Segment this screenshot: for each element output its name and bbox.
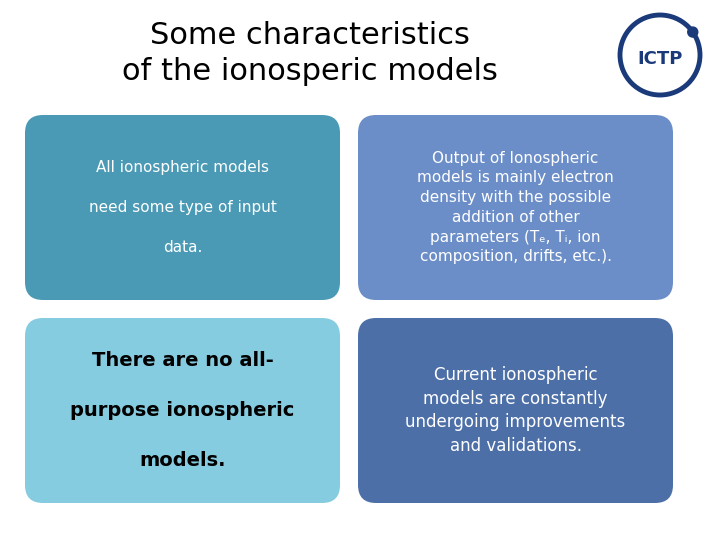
Text: of the ionosperic models: of the ionosperic models bbox=[122, 57, 498, 86]
Text: Output of Ionospheric
models is mainly electron
density with the possible
additi: Output of Ionospheric models is mainly e… bbox=[417, 151, 614, 265]
FancyBboxPatch shape bbox=[358, 318, 673, 503]
Text: Some characteristics: Some characteristics bbox=[150, 21, 470, 50]
Text: All ionospheric models

need some type of input

data.: All ionospheric models need some type of… bbox=[89, 160, 276, 254]
Text: Current ionospheric
models are constantly
undergoing improvements
and validation: Current ionospheric models are constantl… bbox=[405, 366, 626, 455]
Text: ICTP: ICTP bbox=[637, 50, 683, 68]
Text: There are no all-

purpose ionospheric

models.: There are no all- purpose ionospheric mo… bbox=[71, 351, 294, 470]
Circle shape bbox=[688, 27, 698, 37]
FancyBboxPatch shape bbox=[25, 115, 340, 300]
FancyBboxPatch shape bbox=[358, 115, 673, 300]
FancyBboxPatch shape bbox=[25, 318, 340, 503]
